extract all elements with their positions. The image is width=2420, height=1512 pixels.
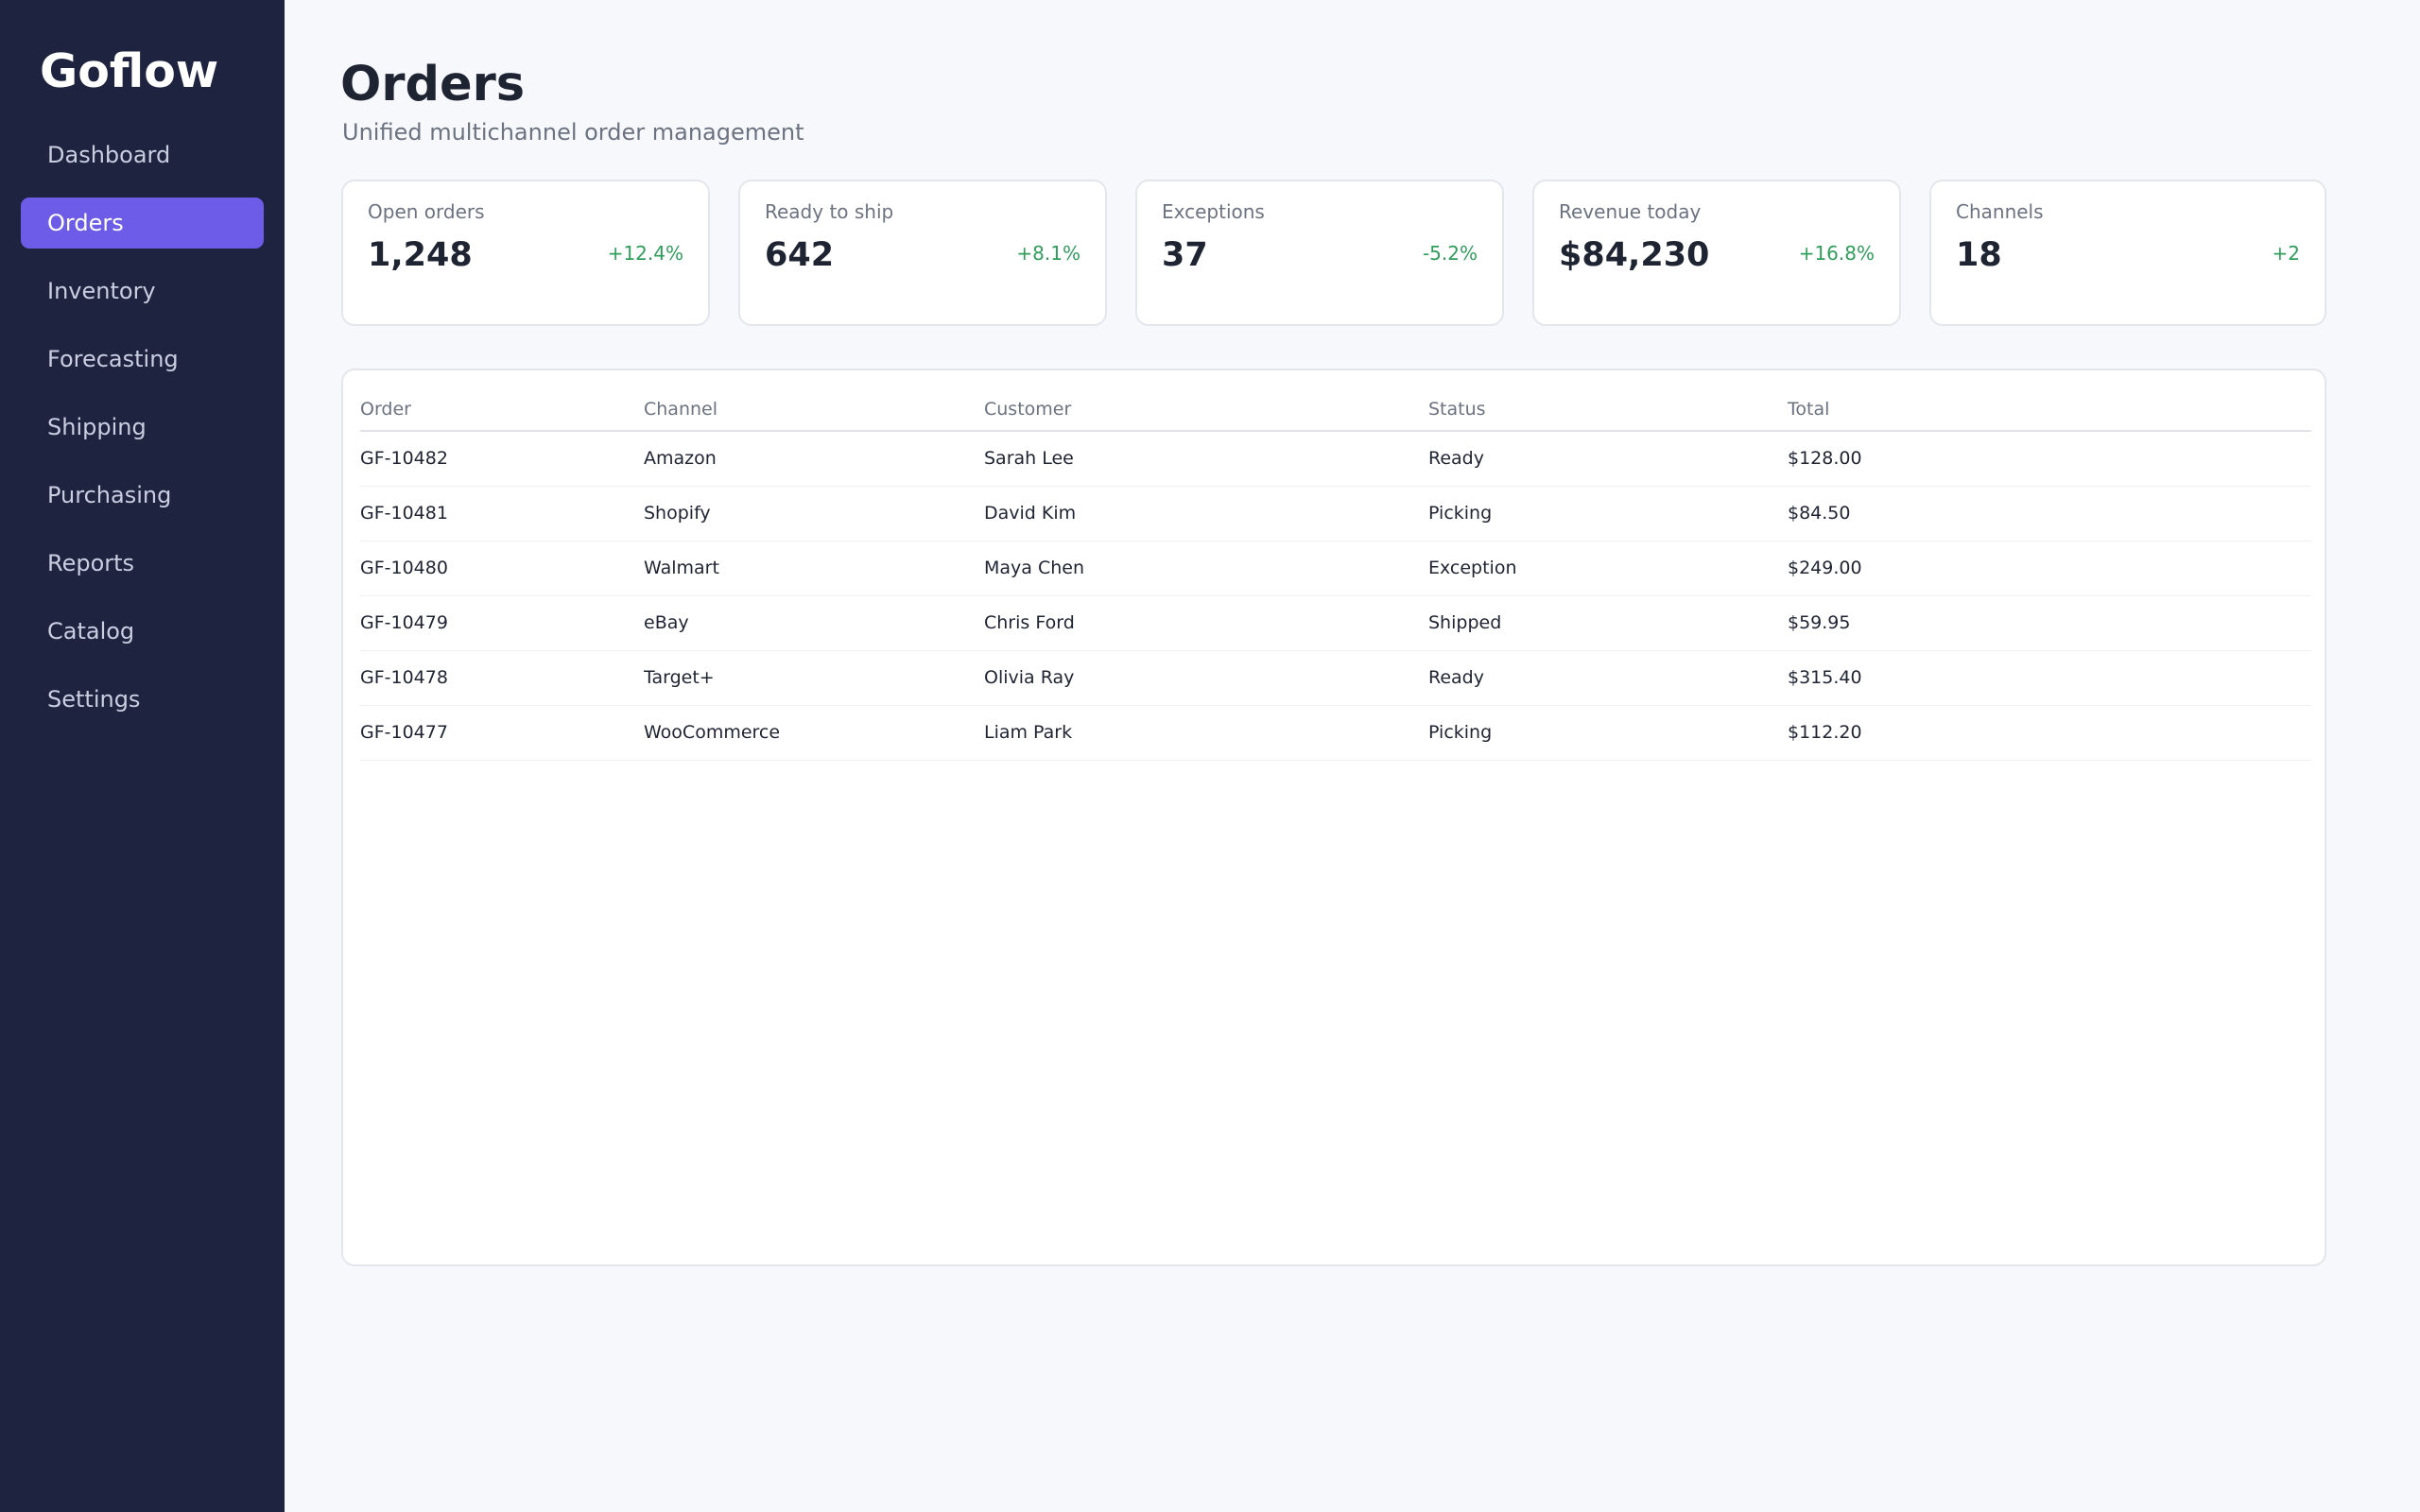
brand-logo[interactable]: Goflow (40, 44, 219, 98)
kpi-label: Open orders (368, 200, 485, 223)
main-content: Orders Unified multichannel order manage… (285, 0, 2420, 1512)
sidebar-item-reports[interactable]: Reports (47, 550, 135, 576)
column-header-total[interactable]: Total (1788, 387, 2311, 432)
cell-order[interactable]: GF-10479 (360, 595, 644, 651)
orders-table: Order Channel Customer Status Total GF-1… (360, 387, 2311, 761)
kpi-card-exceptions[interactable]: Exceptions 37 -5.2% (1135, 180, 1504, 326)
sidebar: Goflow Dashboard Orders Inventory Foreca… (0, 0, 285, 1512)
cell-status: Picking (1428, 705, 1788, 761)
kpi-value: 642 (765, 236, 835, 274)
kpi-label: Exceptions (1162, 200, 1265, 223)
cell-status: Shipped (1428, 595, 1788, 651)
cell-order[interactable]: GF-10477 (360, 705, 644, 761)
cell-total: $84.50 (1788, 486, 2311, 541)
kpi-delta: +2 (2272, 242, 2300, 265)
sidebar-item-shipping[interactable]: Shipping (47, 414, 147, 440)
kpi-value: 18 (1956, 236, 2002, 274)
cell-customer: Maya Chen (984, 541, 1428, 596)
cell-customer: Chris Ford (984, 595, 1428, 651)
cell-total: $128.00 (1788, 431, 2311, 487)
cell-total: $249.00 (1788, 541, 2311, 596)
cell-order[interactable]: GF-10481 (360, 486, 644, 541)
kpi-value: $84,230 (1559, 236, 1710, 274)
cell-customer: David Kim (984, 486, 1428, 541)
cell-channel: WooCommerce (644, 705, 984, 761)
cell-channel: Walmart (644, 541, 984, 596)
kpi-row: Open orders 1,248 +12.4% Ready to ship 6… (341, 180, 2326, 326)
sidebar-item-purchasing[interactable]: Purchasing (47, 482, 172, 508)
kpi-value: 37 (1162, 236, 1208, 274)
kpi-card-channels[interactable]: Channels 18 +2 (1929, 180, 2326, 326)
kpi-delta: -5.2% (1422, 242, 1478, 265)
sidebar-item-orders[interactable]: Orders (21, 198, 264, 249)
cell-status: Ready (1428, 431, 1788, 487)
cell-customer: Olivia Ray (984, 650, 1428, 706)
cell-status: Picking (1428, 486, 1788, 541)
kpi-delta: +12.4% (607, 242, 683, 265)
page-subtitle: Unified multichannel order management (342, 119, 804, 146)
kpi-label: Revenue today (1559, 200, 1702, 223)
cell-order[interactable]: GF-10478 (360, 650, 644, 706)
cell-channel: eBay (644, 595, 984, 651)
cell-customer: Sarah Lee (984, 431, 1428, 487)
kpi-card-ready-to-ship[interactable]: Ready to ship 642 +8.1% (738, 180, 1107, 326)
cell-channel: Amazon (644, 431, 984, 487)
sidebar-item-settings[interactable]: Settings (47, 686, 141, 713)
cell-total: $112.20 (1788, 705, 2311, 761)
sidebar-nav: Dashboard Orders Inventory Forecasting S… (21, 129, 264, 742)
table-row[interactable]: GF-10480 Walmart Maya Chen Exception $24… (360, 541, 2311, 596)
table-header-row: Order Channel Customer Status Total (360, 387, 2311, 432)
table-row[interactable]: GF-10477 WooCommerce Liam Park Picking $… (360, 705, 2311, 761)
table-row[interactable]: GF-10478 Target+ Olivia Ray Ready $315.4… (360, 650, 2311, 706)
kpi-value: 1,248 (368, 236, 473, 274)
cell-total: $315.40 (1788, 650, 2311, 706)
column-header-order[interactable]: Order (360, 387, 644, 432)
kpi-label: Ready to ship (765, 200, 894, 223)
column-header-channel[interactable]: Channel (644, 387, 984, 432)
cell-customer: Liam Park (984, 705, 1428, 761)
kpi-delta: +8.1% (1016, 242, 1080, 265)
cell-order[interactable]: GF-10480 (360, 541, 644, 596)
cell-channel: Shopify (644, 486, 984, 541)
orders-table-card: Order Channel Customer Status Total GF-1… (341, 369, 2326, 1266)
sidebar-item-dashboard[interactable]: Dashboard (47, 142, 171, 168)
kpi-card-revenue-today[interactable]: Revenue today $84,230 +16.8% (1532, 180, 1901, 326)
table-row[interactable]: GF-10479 eBay Chris Ford Shipped $59.95 (360, 595, 2311, 651)
cell-order[interactable]: GF-10482 (360, 431, 644, 487)
cell-total: $59.95 (1788, 595, 2311, 651)
cell-channel: Target+ (644, 650, 984, 706)
sidebar-item-inventory[interactable]: Inventory (47, 278, 156, 304)
column-header-customer[interactable]: Customer (984, 387, 1428, 432)
page-title: Orders (340, 57, 526, 112)
kpi-label: Channels (1956, 200, 2044, 223)
kpi-delta: +16.8% (1798, 242, 1875, 265)
sidebar-item-forecasting[interactable]: Forecasting (47, 346, 179, 372)
cell-status: Exception (1428, 541, 1788, 596)
table-row[interactable]: GF-10482 Amazon Sarah Lee Ready $128.00 (360, 431, 2311, 487)
table-row[interactable]: GF-10481 Shopify David Kim Picking $84.5… (360, 486, 2311, 541)
column-header-status[interactable]: Status (1428, 387, 1788, 432)
kpi-card-open-orders[interactable]: Open orders 1,248 +12.4% (341, 180, 710, 326)
sidebar-item-catalog[interactable]: Catalog (47, 618, 135, 644)
cell-status: Ready (1428, 650, 1788, 706)
